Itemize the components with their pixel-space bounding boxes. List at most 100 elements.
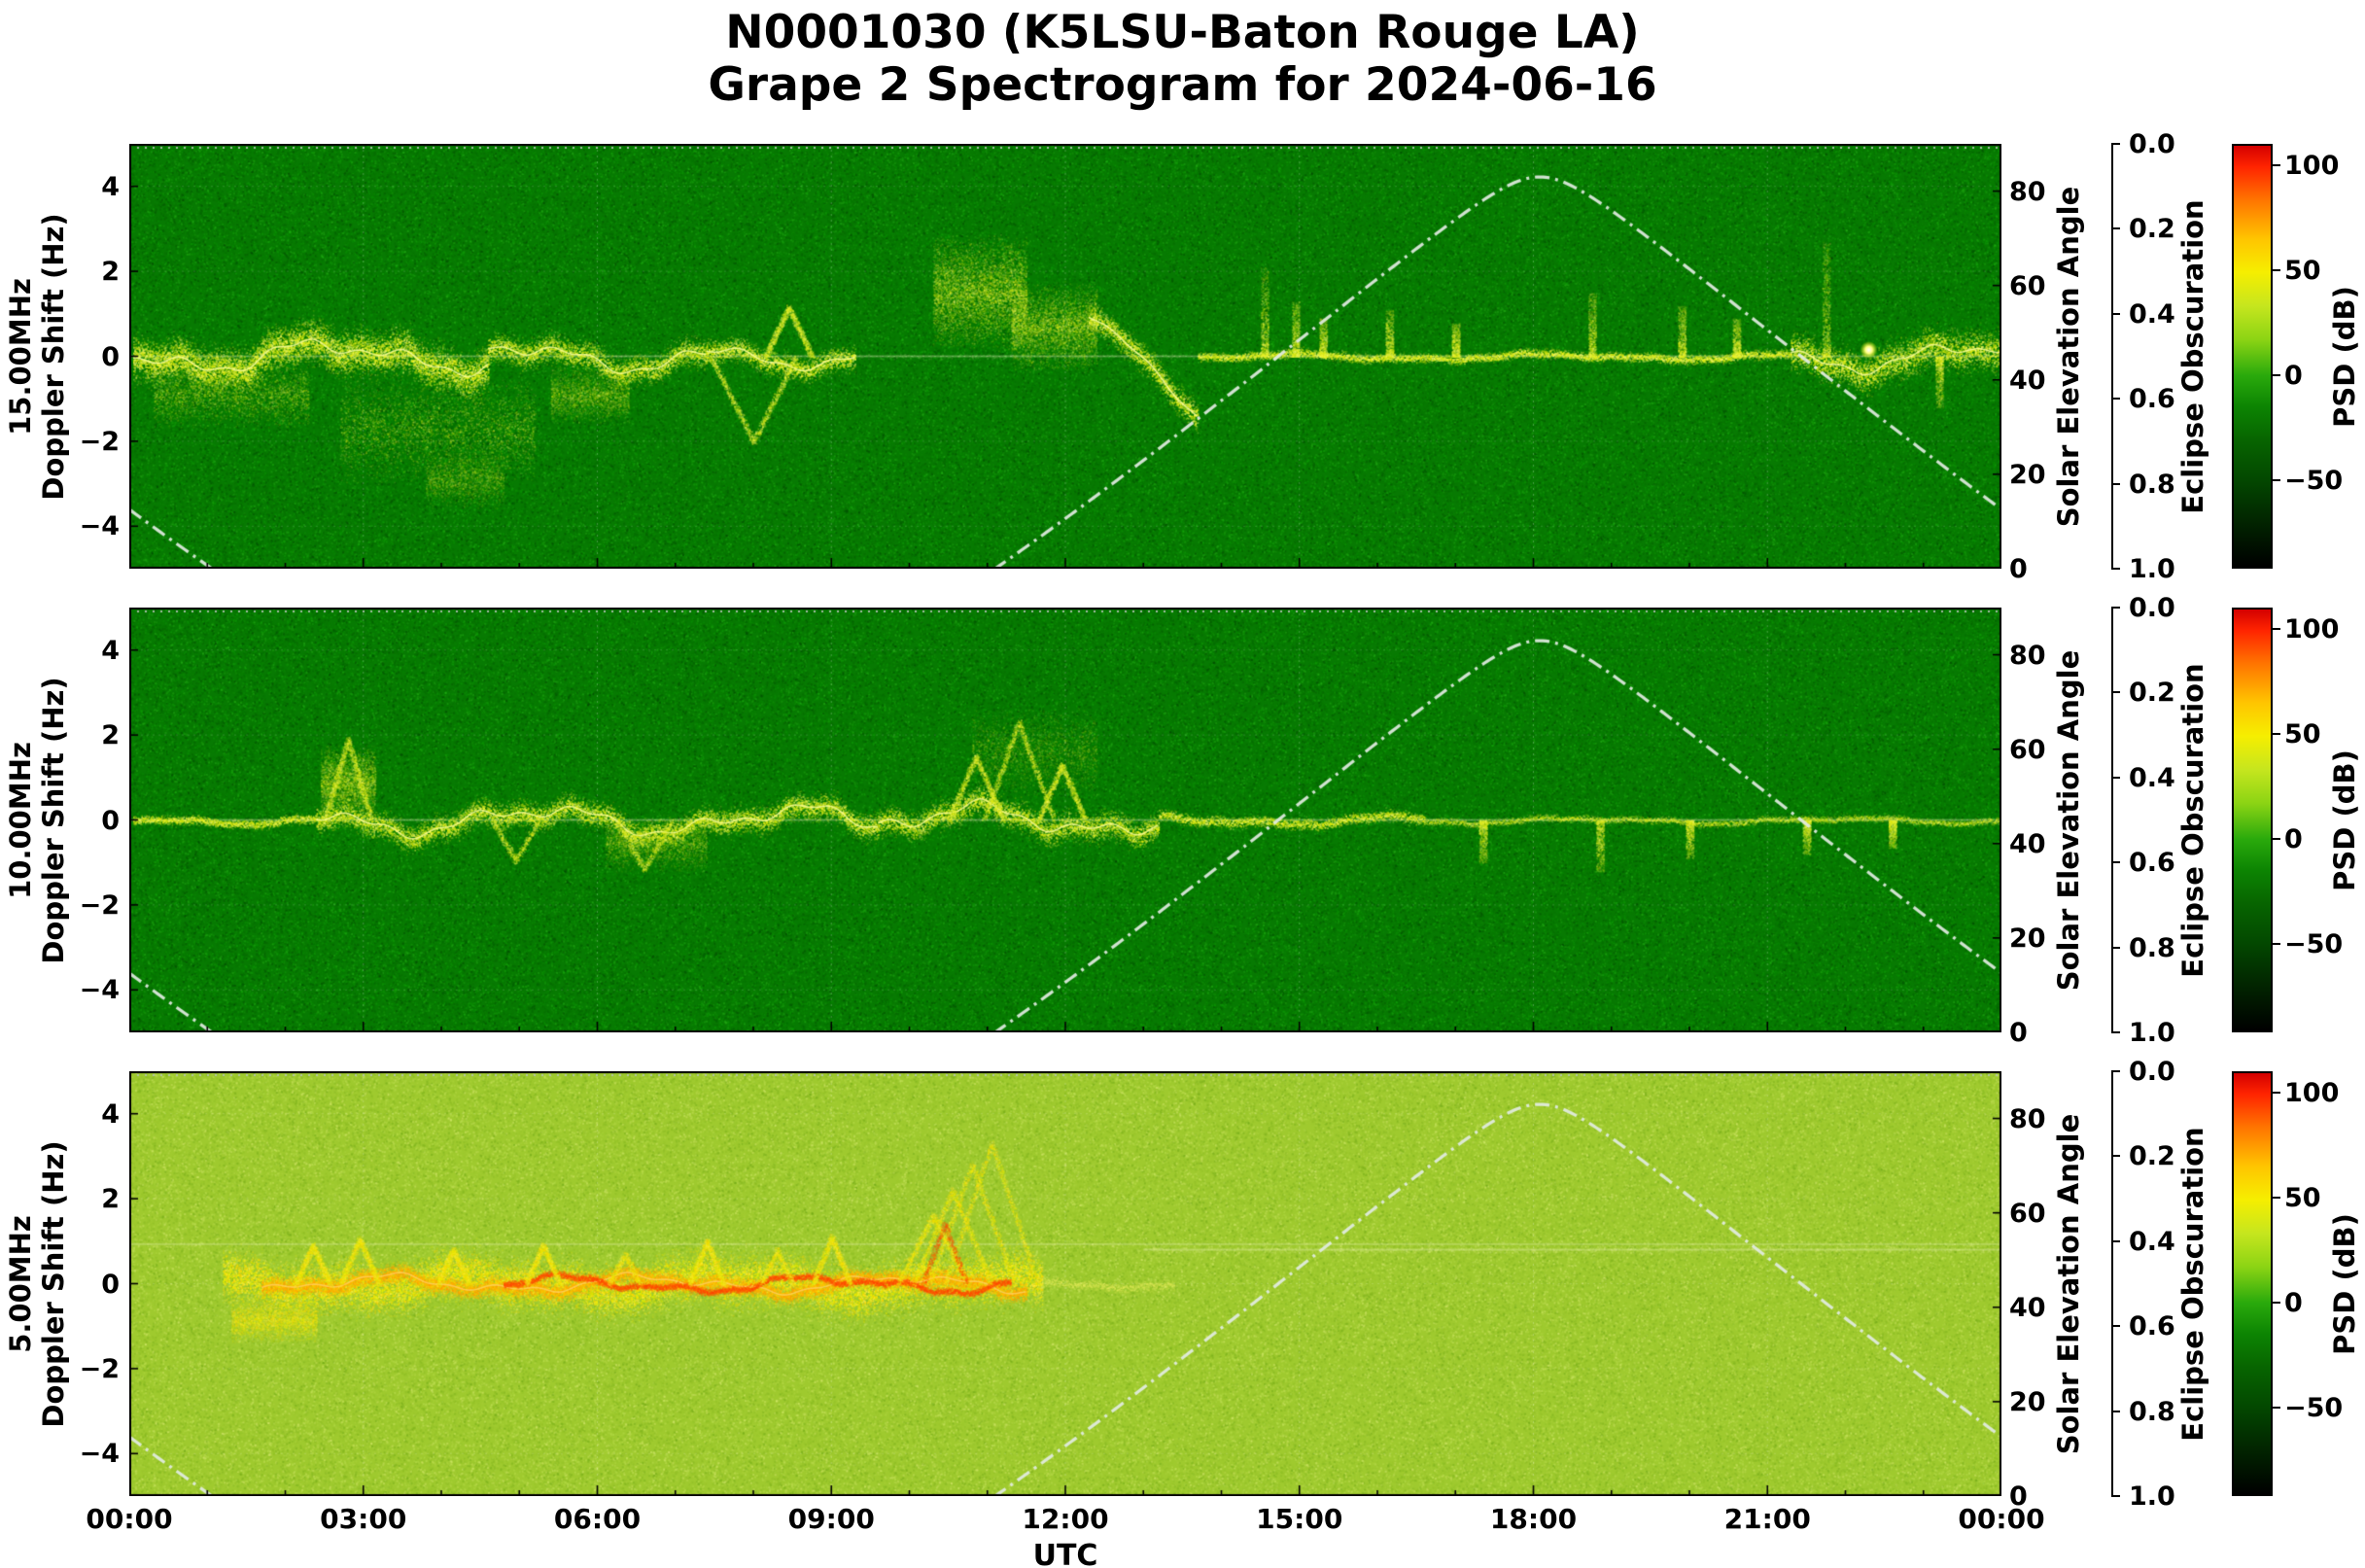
solar-tick-label: 20	[2009, 459, 2046, 490]
eclipse-tick	[2111, 776, 2120, 779]
colorbar-gradient	[2232, 1071, 2273, 1496]
band-label: 15.00MHz	[4, 277, 37, 436]
eclipse-tick	[2111, 1325, 2120, 1328]
eclipse-tick	[2111, 1410, 2120, 1412]
colorbar-tick-label: 50	[2284, 1182, 2321, 1213]
colorbar-tick-label: 50	[2284, 718, 2321, 749]
eclipse-tick	[2111, 1495, 2120, 1497]
solar-axis-label: Solar Elevation Angle	[2052, 1113, 2085, 1454]
solar-tick-label: 40	[2009, 828, 2046, 859]
solar-tick-label: 80	[2009, 1103, 2046, 1134]
eclipse-tick-label: 0.8	[2129, 1396, 2175, 1427]
solar-tick-label: 60	[2009, 734, 2046, 765]
x-tick-label: 09:00	[787, 1503, 875, 1535]
eclipse-tick	[2111, 691, 2120, 694]
eclipse-tick-label: 0.2	[2129, 214, 2175, 245]
band-label: 10.00MHz	[4, 741, 37, 899]
doppler-axis-label: 15.00MHz Doppler Shift (Hz)	[4, 213, 70, 500]
eclipse-tick	[2111, 482, 2120, 485]
colorbar-tick	[2273, 479, 2280, 482]
eclipse-tick-label: 1.0	[2129, 554, 2175, 584]
colorbar-tick-label: 0	[2284, 1287, 2303, 1318]
colorbar-tick	[2273, 373, 2280, 376]
eclipse-tick	[2111, 568, 2120, 570]
solar-axis-label: Solar Elevation Angle	[2052, 186, 2085, 527]
colorbar-tick	[2273, 1301, 2280, 1304]
eclipse-tick	[2111, 1155, 2120, 1158]
y-tick-label: 0	[101, 805, 120, 836]
y-tick-label: 2	[101, 257, 120, 288]
eclipse-tick-label: 0.4	[2129, 298, 2175, 330]
eclipse-tick-label: 1.0	[2129, 1018, 2175, 1048]
x-tick-label: 03:00	[320, 1503, 407, 1535]
solar-tick-label: 0	[2009, 554, 2028, 584]
x-axis-label: UTC	[1032, 1539, 1098, 1568]
eclipse-tick	[2111, 946, 2120, 949]
y-tick-label: −2	[79, 426, 120, 457]
eclipse-axis-label: Eclipse Obscuration	[2176, 1126, 2209, 1442]
doppler-shift-label: Doppler Shift (Hz)	[37, 212, 70, 501]
colorbar-tick-label: −50	[2284, 1393, 2344, 1424]
colorbar-tick	[2273, 1196, 2280, 1199]
band-label: 5.00MHz	[4, 1214, 37, 1353]
colorbar-axis-label: PSD (dB)	[2328, 1212, 2361, 1355]
solar-tick-label: 40	[2009, 1292, 2046, 1323]
colorbar-tick-label: 100	[2284, 150, 2340, 181]
eclipse-tick-label: 0.6	[2129, 384, 2175, 415]
colorbar-tick	[2273, 1407, 2280, 1410]
solar-tick-label: 80	[2009, 176, 2046, 207]
y-tick-label: −4	[79, 1439, 120, 1470]
solar-tick-label: 40	[2009, 365, 2046, 396]
eclipse-tick	[2111, 607, 2120, 609]
x-tick-label: 00:00	[1958, 1503, 2045, 1535]
eclipse-axis-spine	[2111, 1071, 2113, 1496]
solar-tick-label: 0	[2009, 1481, 2028, 1512]
y-tick-label: −2	[79, 889, 120, 921]
doppler-axis-label: 5.00MHz Doppler Shift (Hz)	[4, 1140, 70, 1427]
eclipse-tick-label: 0.8	[2129, 932, 2175, 963]
colorbar-tick-label: 100	[2284, 613, 2340, 645]
x-tick-label: 06:00	[553, 1503, 642, 1535]
doppler-shift-label: Doppler Shift (Hz)	[37, 676, 70, 964]
solar-tick-label: 20	[2009, 1386, 2046, 1417]
solar-tick-label: 60	[2009, 270, 2046, 301]
eclipse-tick-label: 0.2	[2129, 678, 2175, 709]
colorbar-tick-label: −50	[2284, 466, 2344, 497]
eclipse-tick	[2111, 143, 2120, 145]
eclipse-tick-label: 0.8	[2129, 469, 2175, 500]
eclipse-tick-label: 0.6	[2129, 1311, 2175, 1342]
eclipse-tick-label: 0.4	[2129, 762, 2175, 793]
colorbar-tick	[2273, 268, 2280, 271]
colorbar-gradient	[2232, 608, 2273, 1032]
colorbar-tick	[2273, 1091, 2280, 1094]
y-tick-label: 2	[101, 1184, 120, 1215]
colorbar-tick-label: 100	[2284, 1077, 2340, 1108]
solar-tick-label: 60	[2009, 1198, 2046, 1229]
eclipse-tick	[2111, 398, 2120, 401]
eclipse-tick-label: 0.0	[2129, 129, 2175, 159]
x-tick-label: 15:00	[1256, 1503, 1343, 1535]
doppler-axis-label: 10.00MHz Doppler Shift (Hz)	[4, 677, 70, 963]
colorbar-tick	[2273, 627, 2280, 630]
solar-tick-label: 0	[2009, 1018, 2028, 1048]
eclipse-tick	[2111, 1031, 2120, 1033]
eclipse-tick-label: 0.4	[2129, 1226, 2175, 1257]
eclipse-tick-label: 1.0	[2129, 1481, 2175, 1512]
spectrogram-10.00MHz	[129, 608, 2001, 1032]
y-tick-label: 4	[101, 171, 120, 202]
x-tick-label: 21:00	[1723, 1503, 1811, 1535]
eclipse-axis-label: Eclipse Obscuration	[2176, 662, 2209, 978]
y-tick-label: 0	[101, 1269, 120, 1300]
colorbar-tick	[2273, 943, 2280, 946]
eclipse-axis-label: Eclipse Obscuration	[2176, 198, 2209, 514]
eclipse-tick-label: 0.2	[2129, 1141, 2175, 1172]
colorbar-tick-label: 0	[2284, 823, 2303, 854]
y-tick-label: 4	[101, 1098, 120, 1130]
figure-title-line2: Grape 2 Spectrogram for 2024-06-16	[708, 58, 1657, 112]
y-tick-label: 0	[101, 341, 120, 372]
eclipse-tick	[2111, 312, 2120, 315]
x-tick-label: 00:00	[86, 1503, 173, 1535]
y-tick-label: −4	[79, 511, 120, 542]
eclipse-tick	[2111, 227, 2120, 230]
